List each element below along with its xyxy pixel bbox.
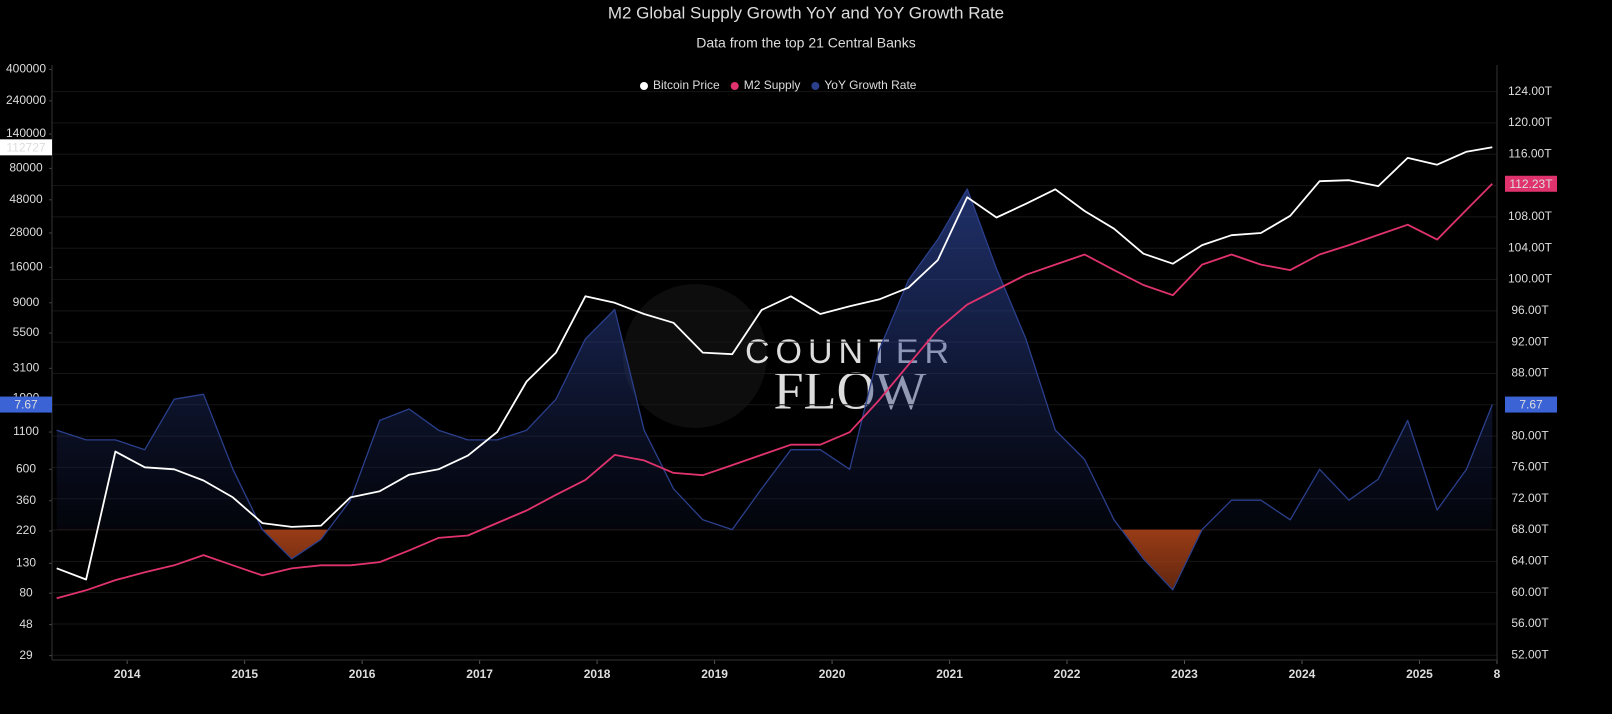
series-line <box>56 183 1493 600</box>
x-tick-label: 2015 <box>231 667 258 681</box>
x-tick-label: 2019 <box>701 667 728 681</box>
x-tick-label: 2016 <box>349 667 376 681</box>
y2-tick-label: 92.00T <box>1511 334 1549 348</box>
x-tick-label: 2020 <box>819 667 846 681</box>
legend-label: M2 Supply <box>744 78 801 92</box>
y2-tick-label: 60.00T <box>1511 585 1549 599</box>
x-tick-label: 2023 <box>1171 667 1198 681</box>
x-tick-label: 2014 <box>114 667 141 681</box>
chart-title: M2 Global Supply Growth YoY and YoY Grow… <box>608 3 1004 22</box>
x-tick-label: 2021 <box>936 667 963 681</box>
last-value-label: 7.67 <box>1519 398 1543 412</box>
legend-item: YoY Growth Rate <box>811 78 917 92</box>
y-tick-label: 240000 <box>6 93 46 107</box>
chart-subtitle: Data from the top 21 Central Banks <box>696 35 915 51</box>
y2-tick-label: 88.00T <box>1511 366 1549 380</box>
x-tick-label: 2017 <box>466 667 493 681</box>
x-tick-label: 8 <box>1494 667 1501 681</box>
y-tick-label: 29 <box>19 648 33 662</box>
y-tick-label: 600 <box>16 461 36 475</box>
y-tick-label: 3100 <box>13 360 40 374</box>
y-tick-label: 28000 <box>9 225 43 239</box>
watermark-logo <box>623 284 767 428</box>
y-tick-label: 80000 <box>9 161 43 175</box>
y2-tick-label: 100.00T <box>1508 272 1553 286</box>
y-tick-label: 48000 <box>9 192 43 206</box>
y-tick-label: 400000 <box>6 62 46 76</box>
last-value-label: 7.67 <box>14 398 38 412</box>
y2-tick-label: 68.00T <box>1511 522 1549 536</box>
y2-tick-label: 124.00T <box>1508 84 1553 98</box>
y-tick-label: 9000 <box>13 295 40 309</box>
y-tick-label: 16000 <box>9 260 43 274</box>
y-tick-label: 80 <box>19 585 33 599</box>
last-value-box <box>1505 396 1557 413</box>
y2-tick-label: 108.00T <box>1508 209 1553 223</box>
legend-item: Bitcoin Price <box>640 78 720 92</box>
y2-tick-label: 72.00T <box>1511 491 1549 505</box>
x-tick-label: 2022 <box>1054 667 1081 681</box>
series-line <box>56 188 1493 591</box>
y2-tick-label: 64.00T <box>1511 554 1549 568</box>
y-tick-label: 130 <box>16 556 36 570</box>
last-value-label: 112.23T <box>1509 177 1553 191</box>
growth-area <box>56 188 1493 590</box>
x-tick-label: 2025 <box>1406 667 1433 681</box>
last-value-box <box>0 396 52 413</box>
y-tick-label: 140000 <box>6 126 46 140</box>
series-line <box>56 146 1493 581</box>
y2-tick-label: 56.00T <box>1511 616 1549 630</box>
y2-tick-label: 76.00T <box>1511 460 1549 474</box>
y2-tick-label: 116.00T <box>1508 146 1552 160</box>
y2-tick-label: 120.00T <box>1508 115 1553 129</box>
y2-tick-label: 52.00T <box>1511 647 1549 661</box>
y2-tick-label: 96.00T <box>1511 303 1549 317</box>
y-tick-label: 360 <box>16 493 36 507</box>
y-tick-label: 220 <box>16 523 36 537</box>
legend-item: M2 Supply <box>730 78 801 92</box>
y-tick-label: 5500 <box>13 325 40 339</box>
legend-swatch <box>640 82 648 90</box>
legend-swatch <box>811 82 820 90</box>
x-tick-label: 2024 <box>1289 667 1316 681</box>
y-tick-label: 1100 <box>13 424 39 438</box>
y2-tick-label: 80.00T <box>1511 428 1549 442</box>
last-value-label: 112727 <box>6 141 45 155</box>
x-tick-label: 2018 <box>584 667 611 681</box>
legend-swatch <box>730 82 739 90</box>
legend-label: YoY Growth Rate <box>824 78 916 92</box>
last-value-box <box>0 139 52 156</box>
y2-tick-label: 104.00T <box>1508 240 1553 254</box>
y-tick-label: 48 <box>19 617 33 631</box>
last-value-box <box>1505 175 1557 192</box>
legend-label: Bitcoin Price <box>653 78 720 92</box>
